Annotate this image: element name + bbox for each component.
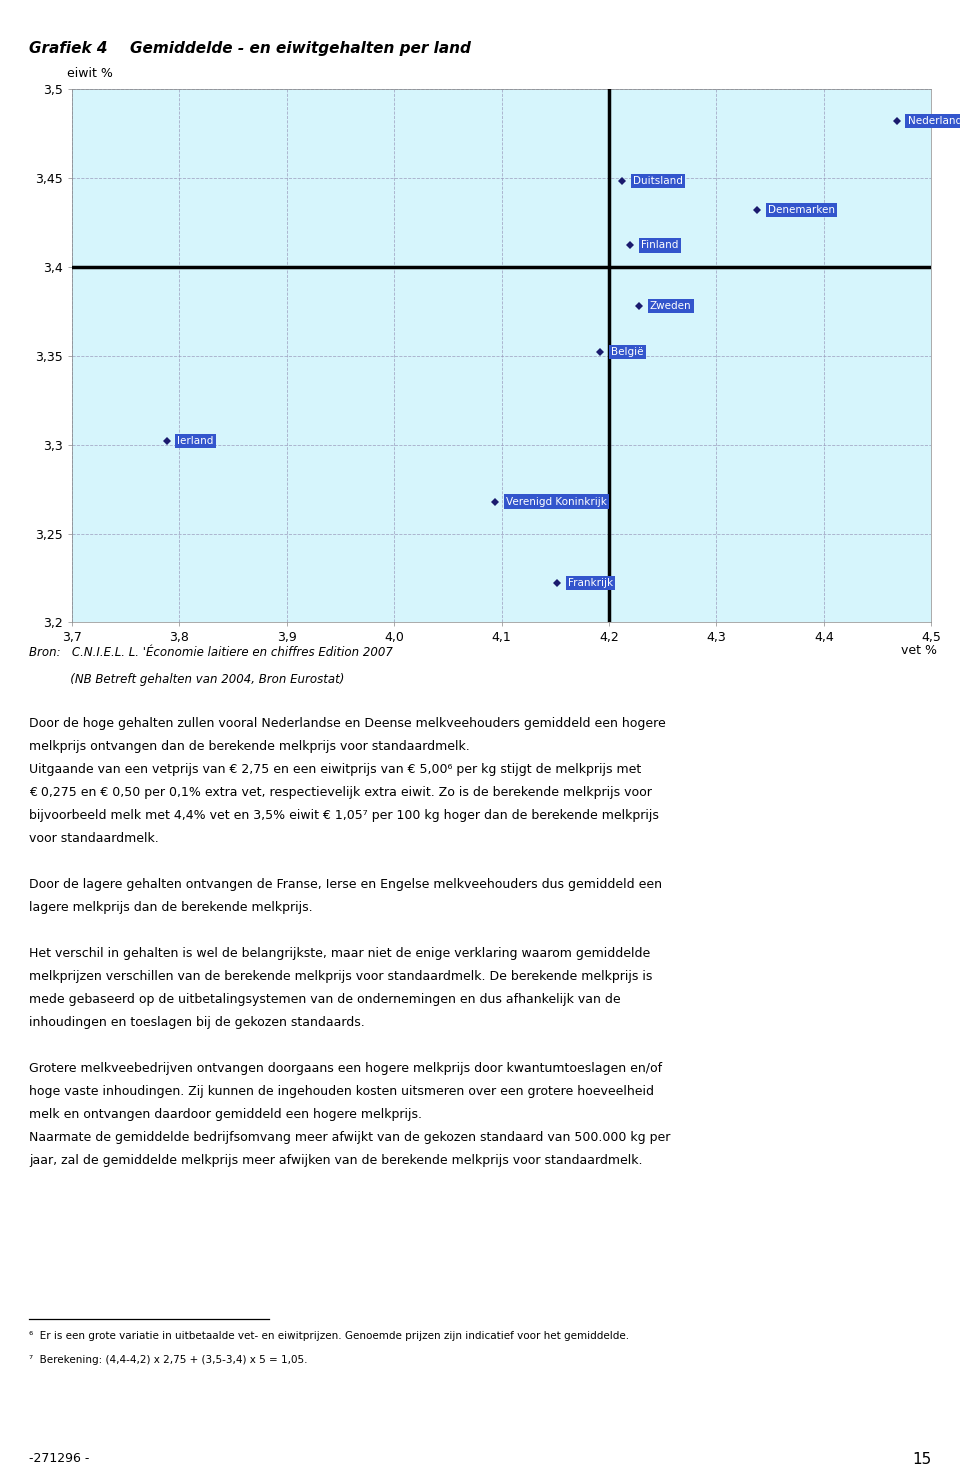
Text: vet %: vet % — [900, 643, 937, 657]
Text: € 0,275 en € 0,50 per 0,1% extra vet, respectievelijk extra eiwit. Zo is de bere: € 0,275 en € 0,50 per 0,1% extra vet, re… — [29, 785, 652, 799]
Text: melk en ontvangen daardoor gemiddeld een hogere melkprijs.: melk en ontvangen daardoor gemiddeld een… — [29, 1109, 421, 1120]
Text: Uitgaande van een vetprijs van € 2,75 en een eiwitprijs van € 5,00⁶ per kg stijg: Uitgaande van een vetprijs van € 2,75 en… — [29, 763, 641, 777]
Text: bijvoorbeeld melk met 4,4% vet en 3,5% eiwit € 1,05⁷ per 100 kg hoger dan de ber: bijvoorbeeld melk met 4,4% vet en 3,5% e… — [29, 809, 659, 823]
Text: Denemarken: Denemarken — [768, 205, 835, 215]
Text: ⁶  Er is een grote variatie in uitbetaalde vet- en eiwitprijzen. Genoemde prijze: ⁶ Er is een grote variatie in uitbetaald… — [29, 1331, 629, 1341]
Text: Bron:   C.N.I.E.L. L. 'Économie laitiere en chiffres Edition 2007: Bron: C.N.I.E.L. L. 'Économie laitiere e… — [29, 646, 393, 659]
Text: Door de lagere gehalten ontvangen de Franse, Ierse en Engelse melkveehouders dus: Door de lagere gehalten ontvangen de Fra… — [29, 877, 661, 891]
Text: Frankrijk: Frankrijk — [568, 578, 613, 588]
Text: melkprijzen verschillen van de berekende melkprijs voor standaardmelk. De bereke: melkprijzen verschillen van de berekende… — [29, 969, 652, 983]
Text: Het verschil in gehalten is wel de belangrijkste, maar niet de enige verklaring : Het verschil in gehalten is wel de belan… — [29, 947, 650, 960]
Text: 15: 15 — [912, 1452, 931, 1467]
Text: Door de hoge gehalten zullen vooral Nederlandse en Deense melkveehouders gemidde: Door de hoge gehalten zullen vooral Nede… — [29, 717, 665, 731]
Text: voor standaardmelk.: voor standaardmelk. — [29, 833, 158, 845]
Text: Naarmate de gemiddelde bedrijfsomvang meer afwijkt van de gekozen standaard van : Naarmate de gemiddelde bedrijfsomvang me… — [29, 1131, 670, 1144]
Text: Nederland: Nederland — [907, 116, 960, 126]
Text: eiwit %: eiwit % — [66, 67, 112, 80]
Text: Grafiek 4: Grafiek 4 — [29, 41, 108, 56]
Text: inhoudingen en toeslagen bij de gekozen standaards.: inhoudingen en toeslagen bij de gekozen … — [29, 1017, 365, 1029]
Text: Ierland: Ierland — [178, 436, 214, 446]
Text: Verenigd Koninkrijk: Verenigd Koninkrijk — [506, 496, 607, 507]
Text: Duitsland: Duitsland — [633, 176, 683, 187]
Text: mede gebaseerd op de uitbetalingsystemen van de ondernemingen en dus afhankelijk: mede gebaseerd op de uitbetalingsystemen… — [29, 993, 620, 1006]
Text: (NB Betreft gehalten van 2004, Bron Eurostat): (NB Betreft gehalten van 2004, Bron Euro… — [29, 673, 345, 686]
Text: -271296 -: -271296 - — [29, 1452, 89, 1466]
Text: België: België — [612, 347, 643, 357]
Text: Zweden: Zweden — [650, 301, 691, 311]
Text: Gemiddelde - en eiwitgehalten per land: Gemiddelde - en eiwitgehalten per land — [130, 41, 470, 56]
Text: Finland: Finland — [641, 240, 679, 250]
Text: ⁷  Berekening: (4,4-4,2) x 2,75 + (3,5-3,4) x 5 = 1,05.: ⁷ Berekening: (4,4-4,2) x 2,75 + (3,5-3,… — [29, 1355, 307, 1365]
Text: lagere melkprijs dan de berekende melkprijs.: lagere melkprijs dan de berekende melkpr… — [29, 901, 312, 914]
Text: melkprijs ontvangen dan de berekende melkprijs voor standaardmelk.: melkprijs ontvangen dan de berekende mel… — [29, 740, 469, 753]
Text: Grotere melkveebedrijven ontvangen doorgaans een hogere melkprijs door kwantumto: Grotere melkveebedrijven ontvangen doorg… — [29, 1061, 662, 1074]
Text: hoge vaste inhoudingen. Zij kunnen de ingehouden kosten uitsmeren over een grote: hoge vaste inhoudingen. Zij kunnen de in… — [29, 1085, 654, 1098]
Text: jaar, zal de gemiddelde melkprijs meer afwijken van de berekende melkprijs voor : jaar, zal de gemiddelde melkprijs meer a… — [29, 1153, 642, 1166]
